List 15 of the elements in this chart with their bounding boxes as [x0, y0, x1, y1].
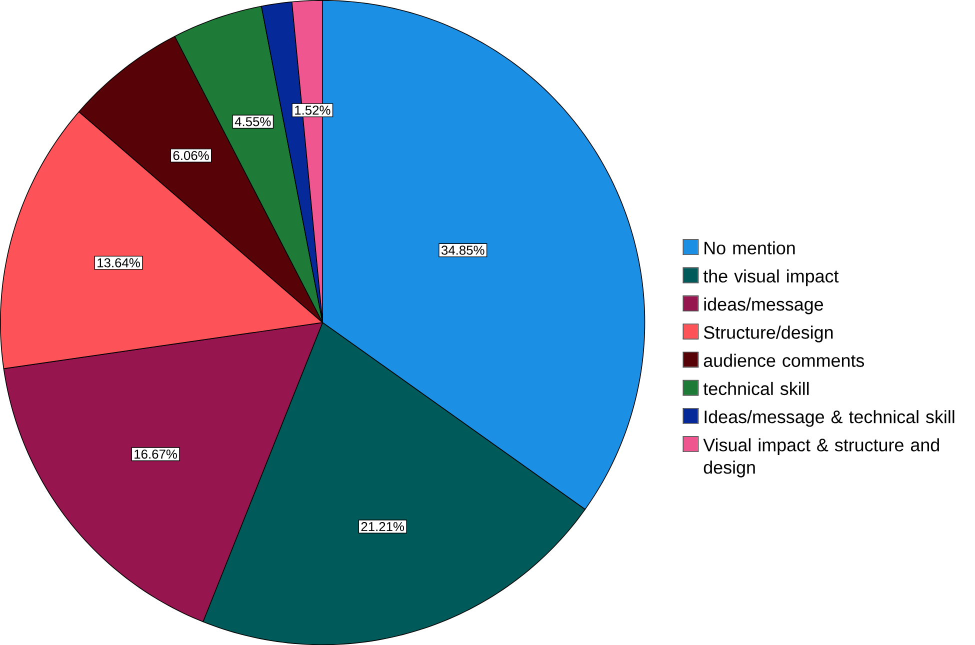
legend-label: the visual impact [703, 269, 839, 286]
legend-label: ideas/message [704, 297, 824, 314]
legend-label: technical skill [703, 382, 809, 396]
legend-label: Visual impact & structure and design [703, 438, 939, 478]
data-label: 4.55% [234, 117, 271, 126]
data-label: 34.85% [441, 246, 484, 255]
legend-label: Ideas/message & technical skill [704, 410, 954, 427]
data-label: 1.52% [295, 106, 330, 115]
data-label: 13.64% [98, 258, 140, 268]
data-label: 16.67% [134, 449, 177, 459]
legend-label: No mention [704, 241, 795, 254]
data-label: 6.06% [173, 150, 209, 160]
data-label: 21.21% [361, 522, 404, 532]
legend-label: audience comments [704, 354, 864, 367]
legend-label: Structure/design [704, 326, 833, 342]
